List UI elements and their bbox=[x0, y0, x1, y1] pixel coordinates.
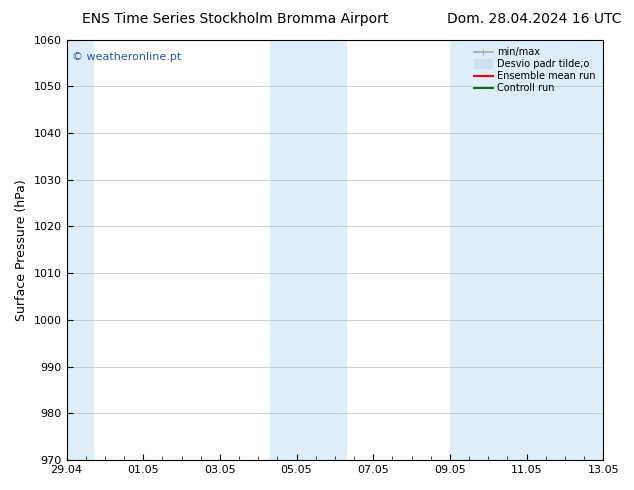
Bar bbox=[269, 40, 346, 460]
Bar bbox=[450, 40, 603, 460]
Y-axis label: Surface Pressure (hPa): Surface Pressure (hPa) bbox=[15, 179, 28, 321]
Text: Dom. 28.04.2024 16 UTC: Dom. 28.04.2024 16 UTC bbox=[447, 12, 621, 26]
Bar bbox=[67, 40, 93, 460]
Text: ENS Time Series Stockholm Bromma Airport: ENS Time Series Stockholm Bromma Airport bbox=[82, 12, 389, 26]
Legend: min/max, Desvio padr tilde;o, Ensemble mean run, Controll run: min/max, Desvio padr tilde;o, Ensemble m… bbox=[470, 45, 598, 96]
Text: © weatheronline.pt: © weatheronline.pt bbox=[72, 52, 181, 62]
